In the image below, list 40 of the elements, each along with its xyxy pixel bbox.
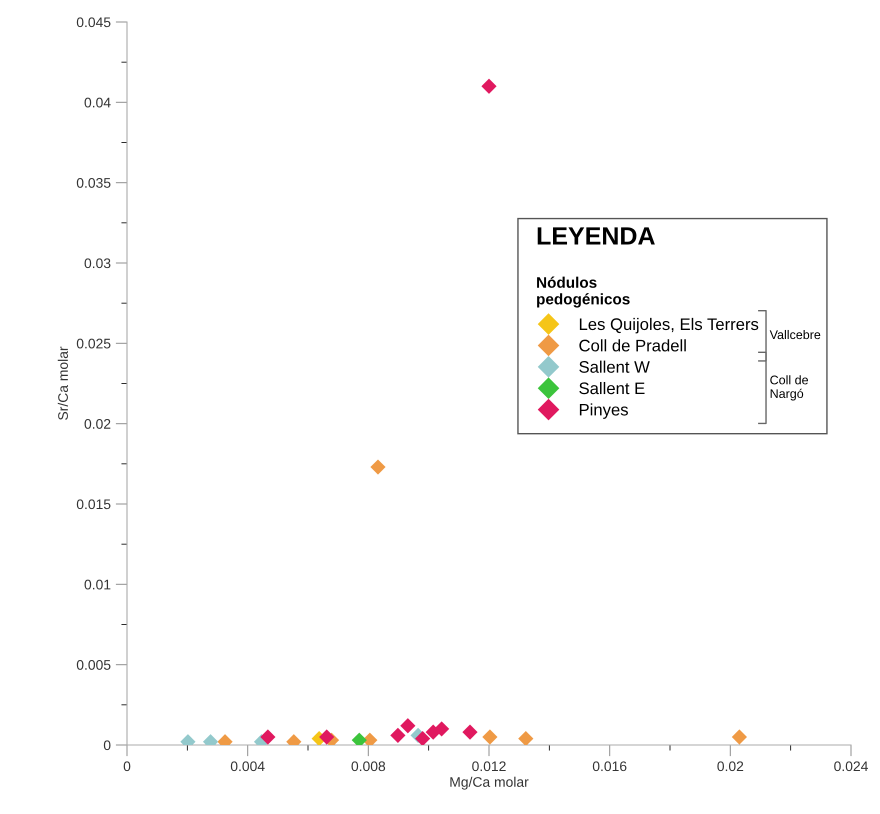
annotation: Nódulos pedogénicos <box>537 276 630 308</box>
legend-label: Sallent E <box>579 382 645 394</box>
legend-label: Les Quijoles, Els Terrers <box>580 318 758 334</box>
x-tick-label: 0.016 <box>592 761 626 772</box>
point <box>400 718 416 734</box>
point <box>426 724 441 740</box>
x-axis-title: Mg/Ca molar <box>450 776 529 790</box>
legend-label: Coll de Pradell <box>579 339 686 352</box>
point <box>482 729 498 745</box>
annotation: Coll de Nargó <box>770 375 808 401</box>
point <box>319 729 334 745</box>
y-axis-title: Sr/Ca molar <box>58 346 68 420</box>
y-tick-label: 0.035 <box>76 178 110 188</box>
point <box>390 728 406 743</box>
point <box>481 78 497 94</box>
x-tick-label: 0.02 <box>717 761 744 772</box>
y-tick-label: 0.02 <box>84 419 110 429</box>
y-tick-label: 0.04 <box>84 98 111 108</box>
x-tick-label: 0 <box>124 761 130 772</box>
y-tick-label: 0 <box>104 740 110 750</box>
point <box>370 459 386 475</box>
legend-label: Pinyes <box>580 403 628 419</box>
x-tick-label: 0.008 <box>352 761 386 772</box>
point <box>518 730 534 745</box>
y-tick-label: 0.005 <box>76 660 110 670</box>
x-tick-label: 0.004 <box>230 761 265 772</box>
x-tick-label: 0.012 <box>472 761 506 772</box>
point <box>732 729 747 745</box>
legend-label: Sallent W <box>579 360 650 373</box>
y-tick-label: 0.015 <box>76 499 110 510</box>
x-tick-label: 0.024 <box>834 761 868 772</box>
point <box>260 729 276 745</box>
point <box>415 730 430 745</box>
legend-title: LEYENDA <box>538 227 655 245</box>
point <box>462 724 478 740</box>
y-tick-label: 0.01 <box>84 580 110 590</box>
y-tick-label: 0.03 <box>84 258 110 268</box>
y-tick-label: 0.045 <box>76 17 110 28</box>
y-tick-label: 0.025 <box>76 338 110 349</box>
annotation: Vallcebre <box>770 330 820 340</box>
